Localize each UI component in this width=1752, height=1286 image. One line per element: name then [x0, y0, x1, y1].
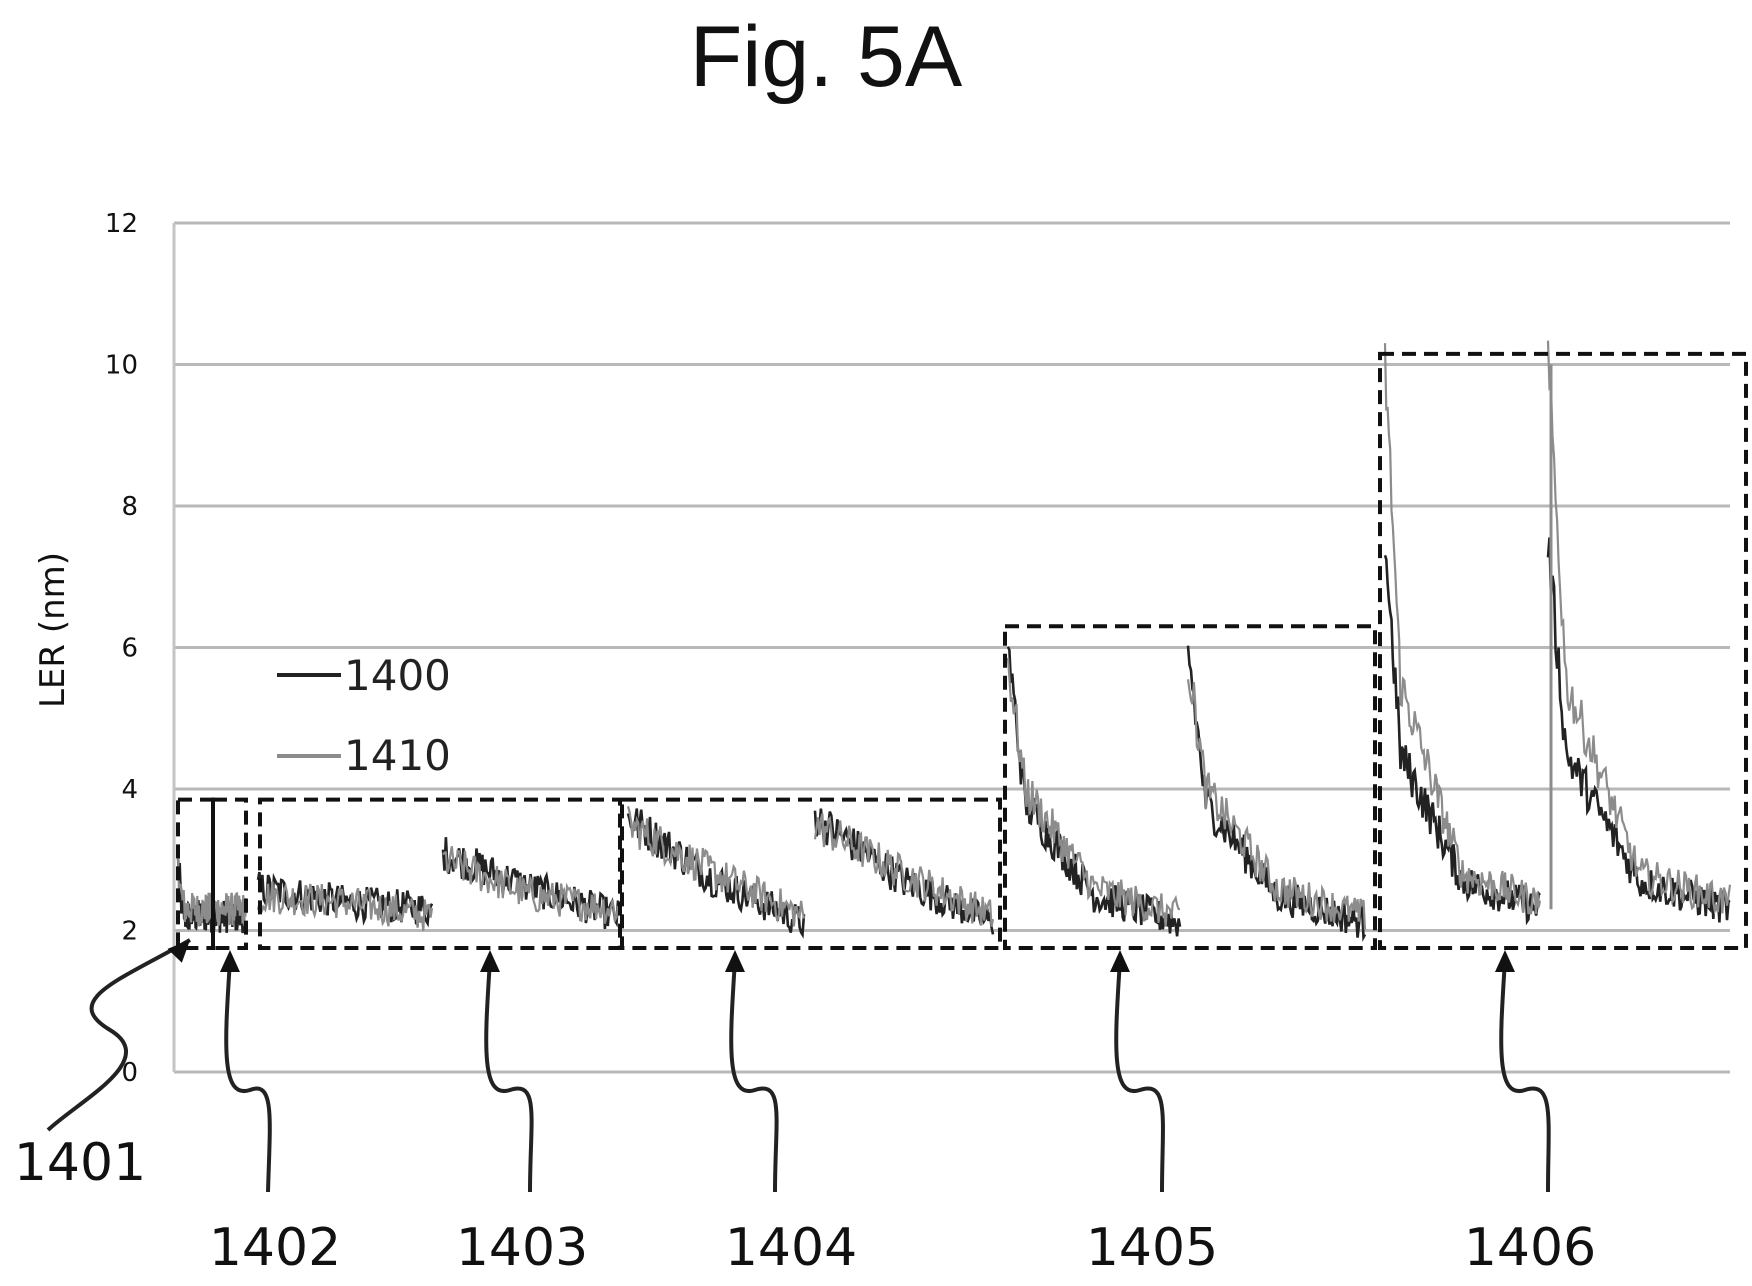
- data-traces: [176, 340, 1732, 943]
- reference-labels: 1401 1402 1403 1404 1405 1406: [14, 1133, 1596, 1278]
- y-tick-labels: 0 2 4 6 8 10 12: [105, 209, 138, 1088]
- box-1404: [620, 797, 1002, 950]
- trace-1405-1410: [1186, 679, 1367, 931]
- trace-1404-1410: [813, 813, 995, 927]
- box-1406: [1378, 351, 1748, 950]
- box-1402-1403: [258, 797, 622, 950]
- leader-arrowhead: [1109, 950, 1130, 973]
- leader-1402: [224, 959, 272, 1193]
- legend-label-1410: 1410: [344, 731, 451, 780]
- trace-1405-1410: [1006, 657, 1181, 927]
- trace-1404-1400: [626, 808, 806, 939]
- trace-1405-1400: [1186, 645, 1367, 943]
- trace-1405-1400: [1006, 646, 1182, 937]
- ref-label-1401: 1401: [14, 1133, 146, 1193]
- y-tick-label: 6: [121, 634, 138, 664]
- ref-label-1403: 1403: [456, 1218, 588, 1278]
- trace-1404-1400: [813, 808, 995, 935]
- y-tick-label: 8: [121, 492, 138, 522]
- box-1405: [1003, 624, 1377, 951]
- ref-label-1404: 1404: [725, 1218, 857, 1278]
- figure-title: Fig. 5A: [690, 9, 963, 105]
- legend-label-1400: 1400: [344, 651, 451, 700]
- legend: 1400 1410: [277, 651, 451, 780]
- trace-1403-1410: [442, 846, 620, 924]
- leader-1401: [46, 938, 191, 1132]
- box-1401: [176, 797, 215, 950]
- leader-arrowhead: [724, 950, 745, 973]
- box-1401b: [211, 797, 248, 950]
- trace-1406-1410: [1546, 340, 1732, 916]
- leader-arrowhead: [167, 940, 190, 963]
- ref-label-1405: 1405: [1086, 1218, 1218, 1278]
- trace-1404-1410: [626, 806, 806, 927]
- y-tick-label: 2: [121, 917, 138, 947]
- gridlines: [174, 221, 1730, 1074]
- leader-1406: [1499, 959, 1551, 1193]
- y-tick-label: 4: [121, 775, 138, 805]
- reference-leader-arrows: [46, 938, 1551, 1193]
- leader-arrowhead: [1494, 950, 1515, 973]
- group-boxes: [176, 351, 1748, 951]
- ref-label-1402: 1402: [209, 1218, 341, 1278]
- y-axis-label: LER (nm): [33, 552, 73, 708]
- trace-1402-1410: [256, 881, 434, 932]
- leader-1405: [1114, 959, 1165, 1193]
- y-tick-label: 0: [121, 1058, 138, 1088]
- trace-1406-1400: [1546, 537, 1731, 923]
- leader-1403: [484, 959, 534, 1193]
- ref-label-1406: 1406: [1464, 1218, 1596, 1278]
- leader-arrowhead: [479, 950, 500, 973]
- leader-arrowhead: [219, 950, 240, 973]
- trace-1406-1410: [1383, 343, 1542, 915]
- leader-1404: [729, 959, 779, 1193]
- y-tick-label: 10: [105, 351, 138, 381]
- y-tick-label: 12: [105, 209, 138, 239]
